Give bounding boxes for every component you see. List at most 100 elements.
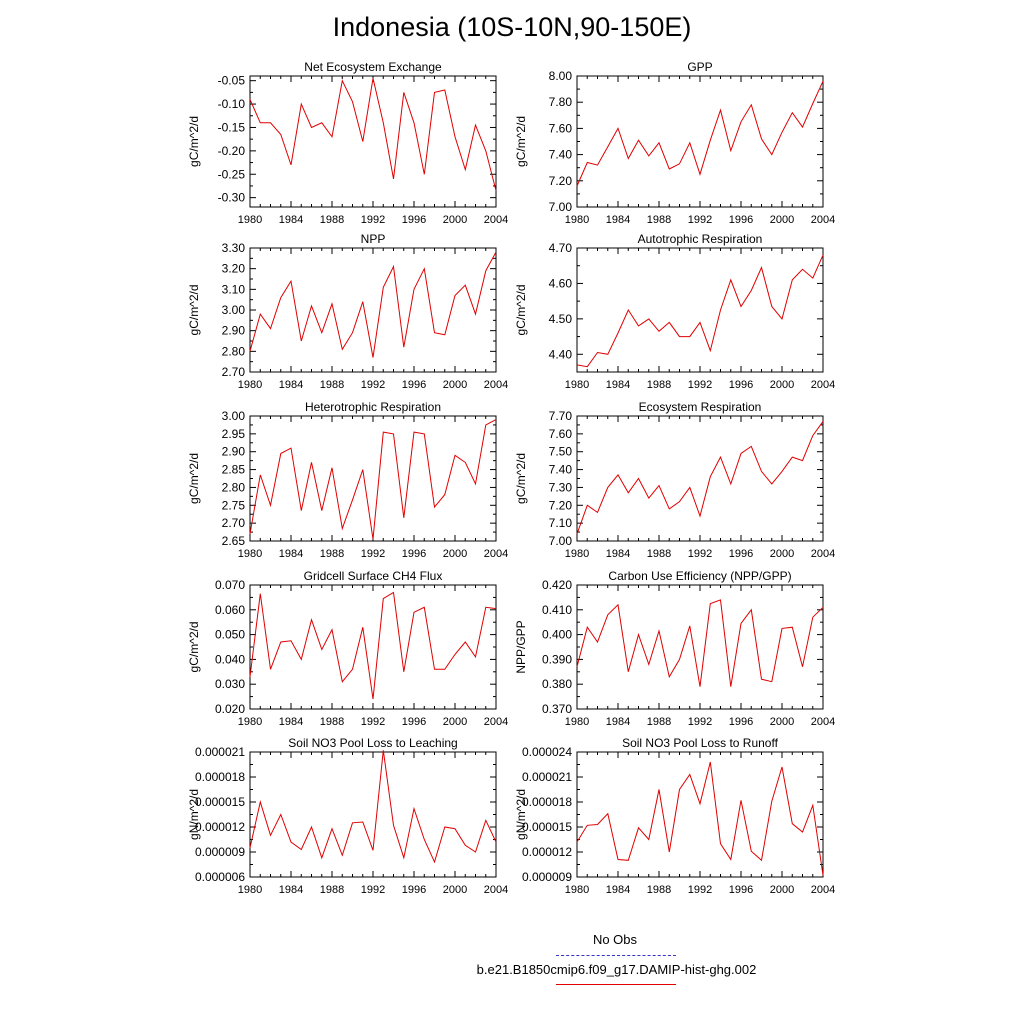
plot-frame [576,75,824,208]
x-tick-label: 2000 [443,716,467,728]
series-line [576,80,824,187]
x-tick-label: 1992 [361,716,385,728]
y-tick-label: 0.030 [215,677,245,691]
y-tick-label: 7.60 [549,427,573,441]
x-tick-label: 2004 [811,548,835,560]
y-tick-label: 3.20 [222,262,246,276]
chart-title: Net Ecosystem Exchange [304,60,442,74]
y-tick-label: 2.90 [222,324,246,338]
x-tick-label: 1984 [279,214,303,226]
x-tick-label: 1992 [688,379,712,391]
y-tick-label: 0.000012 [195,820,245,834]
y-tick-label: 0.000012 [522,845,572,859]
series-line [249,78,497,191]
y-tick-label: 0.000009 [522,870,572,884]
y-tick-label: 2.85 [222,463,246,477]
x-tick-label: 1980 [565,379,589,391]
series-line [249,750,497,864]
chart-panel-9: Soil NO3 Pool Loss to Leaching gN/m^2/d 19… [187,736,508,896]
y-tick-label: 7.70 [549,409,573,423]
x-tick-label: 1992 [688,214,712,226]
y-tick-label: 7.00 [549,200,573,214]
y-tick-label: 0.050 [215,628,245,642]
x-tick-label: 1980 [238,548,262,560]
y-axis-label: gN/m^2/d [187,789,201,840]
chart-title: Autotrophic Respiration [638,232,763,246]
x-tick-label: 1996 [729,548,753,560]
x-tick-label: 2004 [811,716,835,728]
plot-frame [249,584,497,710]
y-tick-label: 0.000006 [195,870,245,884]
x-tick-label: 1984 [606,214,630,226]
y-tick-label: 4.40 [549,347,573,361]
chart-title: GPP [687,60,712,74]
x-tick-label: 2000 [770,214,794,226]
y-tick-label: 0.060 [215,603,245,617]
x-tick-label: 1980 [565,716,589,728]
x-tick-label: 2004 [811,884,835,896]
x-tick-label: 2000 [443,214,467,226]
x-tick-label: 1988 [320,379,344,391]
y-axis-label: gC/m^2/d [187,622,201,673]
y-tick-label: 7.10 [549,516,573,530]
x-tick-label: 2000 [443,884,467,896]
chart-panel-1: Net Ecosystem Exchange gC/m^2/d 1980 1984 19… [187,60,508,226]
chart-title: NPP [361,232,386,246]
legend-obs-label: No Obs [592,932,638,947]
chart-panel-2: GPP gC/m^2/d 1980 1984 1988 1992 1996 2000 2004 8… [514,60,835,226]
y-tick-label: -0.25 [218,167,246,181]
x-tick-label: 1988 [647,379,671,391]
y-tick-label: 2.65 [222,534,246,548]
chart-title: Gridcell Surface CH4 Flux [304,569,443,583]
x-tick-label: 2000 [770,548,794,560]
y-tick-label: -0.20 [218,144,246,158]
x-tick-label: 2004 [484,884,508,896]
x-tick-label: 1984 [279,379,303,391]
plot-frame [576,247,824,373]
series-line [576,421,824,535]
x-tick-label: 1992 [688,548,712,560]
y-tick-label: 0.000024 [522,745,572,759]
x-tick-label: 1996 [402,214,426,226]
series-line [576,599,824,687]
y-axis-label: gN/m^2/d [514,789,528,840]
y-tick-label: 7.20 [549,498,573,512]
y-tick-label: -0.05 [218,74,246,88]
x-tick-label: 1980 [238,379,262,391]
x-tick-label: 1996 [729,214,753,226]
legend-model-swatch [556,984,676,985]
x-tick-label: 1996 [402,884,426,896]
chart-panel-8: Carbon Use Efficiency (NPP/GPP) NPP/GPP 19… [514,569,835,728]
y-tick-label: 0.000018 [522,795,572,809]
x-tick-label: 1992 [361,379,385,391]
y-tick-label: 7.40 [549,463,573,477]
x-tick-label: 1988 [320,214,344,226]
y-tick-label: 2.80 [222,344,246,358]
x-tick-label: 1992 [688,716,712,728]
chart-title: Ecosystem Respiration [639,400,762,414]
plot-frame [249,247,497,373]
x-tick-label: 2000 [770,379,794,391]
y-axis-label: gC/m^2/d [514,285,528,336]
x-tick-label: 1980 [565,884,589,896]
x-tick-label: 1984 [606,884,630,896]
x-tick-label: 1984 [606,716,630,728]
y-tick-label: 0.000015 [195,795,245,809]
series-line [249,419,497,540]
x-tick-label: 1980 [238,214,262,226]
y-tick-label: 3.10 [222,282,246,296]
y-tick-label: 0.410 [542,603,572,617]
y-tick-label: 4.70 [549,241,573,255]
x-tick-label: 2004 [484,379,508,391]
y-tick-label: 0.040 [215,652,245,666]
y-tick-label: 0.000021 [195,745,245,759]
chart-title: Heterotrophic Respiration [305,400,441,414]
y-tick-label: -0.30 [218,191,246,205]
x-tick-label: 1992 [361,214,385,226]
x-tick-label: 1992 [361,884,385,896]
x-tick-label: 1996 [402,379,426,391]
legend-model-label: b.e21.B1850cmip6.f09_g17.DAMIP-hist-ghg.… [476,962,757,977]
y-tick-label: 3.00 [222,409,246,423]
plot-frame [249,75,497,208]
y-tick-label: 0.420 [542,578,572,592]
